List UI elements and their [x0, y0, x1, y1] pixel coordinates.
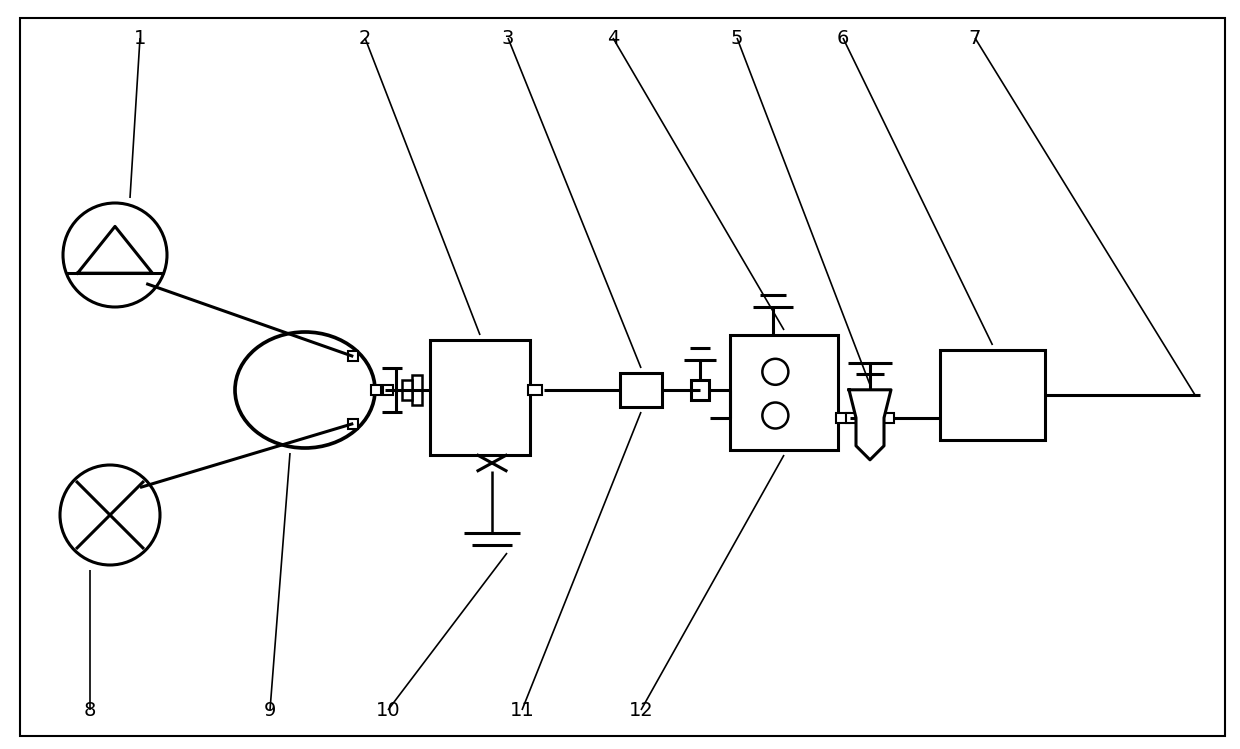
Circle shape: [856, 394, 884, 422]
Circle shape: [763, 359, 789, 385]
Bar: [730, 335, 838, 450]
Text: 10: 10: [376, 700, 401, 720]
Bar: [528, 385, 542, 395]
Bar: [836, 413, 849, 422]
Text: 11: 11: [510, 700, 534, 720]
Circle shape: [63, 203, 167, 307]
Text: 8: 8: [84, 700, 97, 720]
Bar: [348, 419, 358, 428]
Bar: [402, 380, 412, 400]
Bar: [430, 340, 529, 455]
Text: 4: 4: [606, 28, 619, 47]
Ellipse shape: [236, 332, 374, 448]
Text: 12: 12: [629, 700, 653, 720]
Bar: [884, 413, 894, 422]
Bar: [371, 385, 381, 395]
Text: 7: 7: [968, 28, 981, 47]
Bar: [348, 351, 358, 362]
Bar: [412, 375, 422, 405]
Bar: [940, 350, 1045, 440]
Circle shape: [763, 402, 789, 428]
Circle shape: [60, 465, 160, 565]
Bar: [691, 380, 709, 400]
Bar: [846, 413, 856, 422]
Text: 9: 9: [264, 700, 277, 720]
Text: 1: 1: [134, 28, 146, 47]
Polygon shape: [849, 389, 892, 460]
Text: 5: 5: [730, 28, 743, 47]
Text: 2: 2: [358, 28, 371, 47]
Bar: [383, 385, 393, 395]
Text: 3: 3: [502, 28, 515, 47]
Text: 6: 6: [837, 28, 849, 47]
Bar: [620, 373, 662, 407]
